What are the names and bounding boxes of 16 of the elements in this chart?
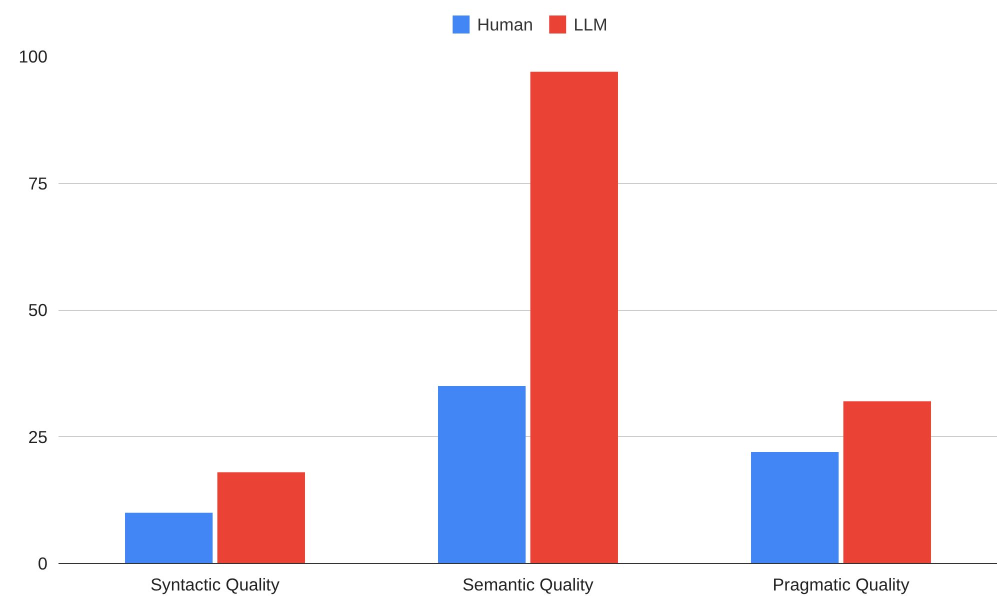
x-tick-label: Syntactic Quality [150,574,280,594]
bar [438,386,526,564]
legend-label: Human [477,14,534,34]
y-tick-label: 75 [28,173,48,194]
bar [217,472,305,564]
bar [530,72,618,564]
y-tick-label: 50 [28,300,48,320]
y-tick-label: 25 [28,426,48,447]
bar [843,401,931,564]
bar [751,452,839,564]
y-tick-label: 0 [38,554,48,574]
bar [125,512,213,564]
legend-label: LLM [574,14,608,34]
x-tick-label: Semantic Quality [462,574,594,594]
y-tick-label: 100 [18,46,48,66]
x-tick-label: Pragmatic Quality [772,574,910,594]
